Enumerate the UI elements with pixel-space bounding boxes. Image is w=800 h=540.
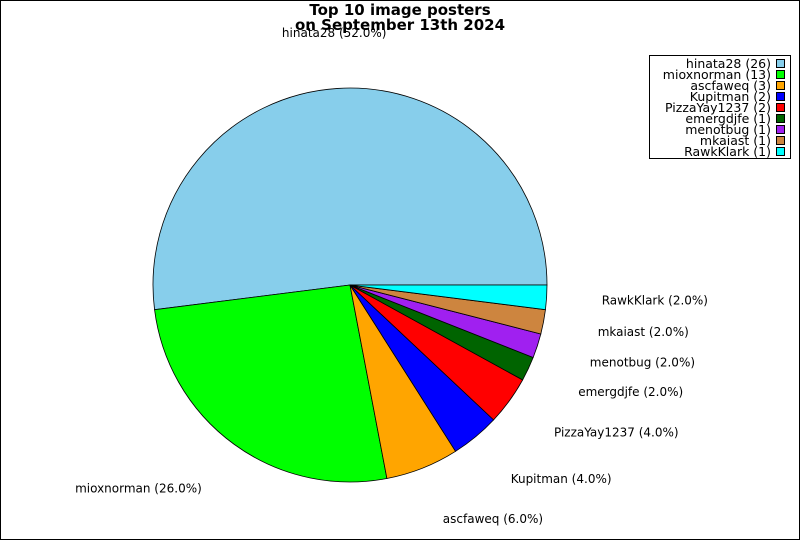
pie-labels: hinata28 (52.0%) mioxnorman (26.0%) ascfaw… <box>75 26 708 526</box>
legend-swatch <box>776 114 785 123</box>
legend-label: mkaiast (1) <box>699 133 771 148</box>
pie-slice-hinata28 <box>152 87 548 311</box>
legend-item: Kupitman (2) <box>650 89 790 104</box>
legend-swatch <box>776 147 785 156</box>
slice-label-ascfaweq: ascfaweq (6.0%) <box>443 512 543 526</box>
slice-label-kupitman: Kupitman (4.0%) <box>511 472 612 486</box>
legend-item: hinata28 (26) <box>650 56 790 71</box>
pie-slice-rawkklark <box>349 284 548 311</box>
slice-label-mioxnorman: mioxnorman (26.0%) <box>75 482 202 496</box>
legend-item: menotbug (1) <box>650 122 790 137</box>
pie-slices <box>152 87 548 483</box>
legend-label: RawkKlark (1) <box>684 144 771 159</box>
legend-item: RawkKlark (1) <box>650 144 790 159</box>
legend-swatch <box>776 59 785 68</box>
slice-label-rawkklark: RawkKlark (2.0%) <box>602 293 708 307</box>
legend-swatch <box>776 103 785 112</box>
legend-label: emergdjfe (1) <box>685 111 771 126</box>
legend-label: ascfaweq (3) <box>690 78 771 93</box>
legend-swatch <box>776 70 785 79</box>
legend-item: PizzaYay1237 (2) <box>650 100 790 115</box>
legend-label: menotbug (1) <box>685 122 771 137</box>
legend-label: Kupitman (2) <box>689 89 771 104</box>
slice-label-emergdjfe: emergdjfe (2.0%) <box>578 385 683 399</box>
slice-label-mkaiast: mkaiast (2.0%) <box>598 325 689 339</box>
legend-swatch <box>776 81 785 90</box>
legend-item: ascfaweq (3) <box>650 78 790 93</box>
legend-label: PizzaYay1237 (2) <box>665 100 771 115</box>
legend-item: mioxnorman (13) <box>650 67 790 82</box>
legend-swatch <box>776 92 785 101</box>
legend-swatch <box>776 136 785 145</box>
legend-item: mkaiast (1) <box>650 133 790 148</box>
slice-label-hinata28: hinata28 (52.0%) <box>282 26 387 40</box>
slice-label-pizzayay1237: PizzaYay1237 (4.0%) <box>554 426 679 440</box>
legend: hinata28 (26) mioxnorman (13) ascfaweq (3)… <box>649 55 791 159</box>
legend-label: hinata28 (26) <box>685 56 771 71</box>
chart-title-line-2: on September 13th 2024 <box>294 16 506 34</box>
slice-label-menotbug: menotbug (2.0%) <box>590 355 695 369</box>
chart-title: Top 10 image posters on September 13th 2… <box>0 3 800 33</box>
pie-slice-mioxnorman <box>154 284 388 483</box>
legend-label: mioxnorman (13) <box>662 67 771 82</box>
legend-swatch <box>776 125 785 134</box>
chart-title-line-1: Top 10 image posters <box>309 1 491 19</box>
legend-item: emergdjfe (1) <box>650 111 790 126</box>
